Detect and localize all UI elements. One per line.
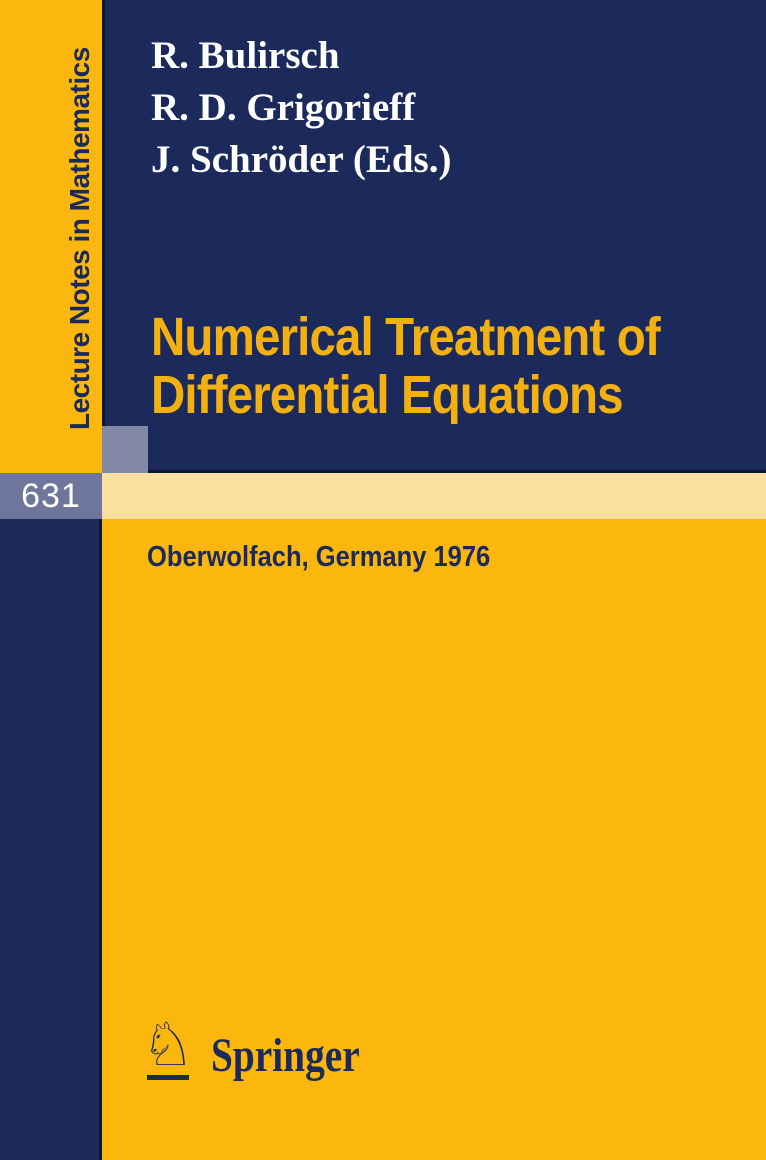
knight-glyph: ♘: [141, 1010, 195, 1080]
knight-underline: [146, 1075, 189, 1080]
cream-band: [102, 473, 766, 519]
book-title-line1: Numerical Treatment of: [151, 307, 661, 367]
main-panel: R. Bulirsch R. D. Grigorieff J. Schröder…: [102, 0, 766, 473]
editor-name: J. Schröder (Eds.): [151, 138, 452, 181]
volume-band: 631: [0, 473, 102, 519]
book-title-line2: Differential Equations: [151, 365, 624, 425]
editor-name: R. D. Grigorieff: [151, 86, 416, 129]
publisher-logo: ♘ Springer: [141, 1010, 392, 1082]
volume-number: 631: [21, 477, 81, 515]
publisher-name: Springer: [210, 1029, 360, 1082]
left-navy-column: [0, 519, 102, 1160]
editors-block: R. Bulirsch R. D. Grigorieff J. Schröder…: [151, 30, 451, 186]
series-strip: Lecture Notes in Mathematics: [0, 0, 102, 473]
series-title: Lecture Notes in Mathematics: [64, 47, 95, 430]
conference-subtitle: Oberwolfach, Germany 1976: [147, 541, 491, 573]
accent-square: [102, 426, 148, 473]
springer-knight-icon: ♘: [141, 1010, 195, 1080]
editor-name: R. Bulirsch: [151, 34, 340, 77]
book-title: Numerical Treatment of Differential Equa…: [151, 307, 661, 425]
